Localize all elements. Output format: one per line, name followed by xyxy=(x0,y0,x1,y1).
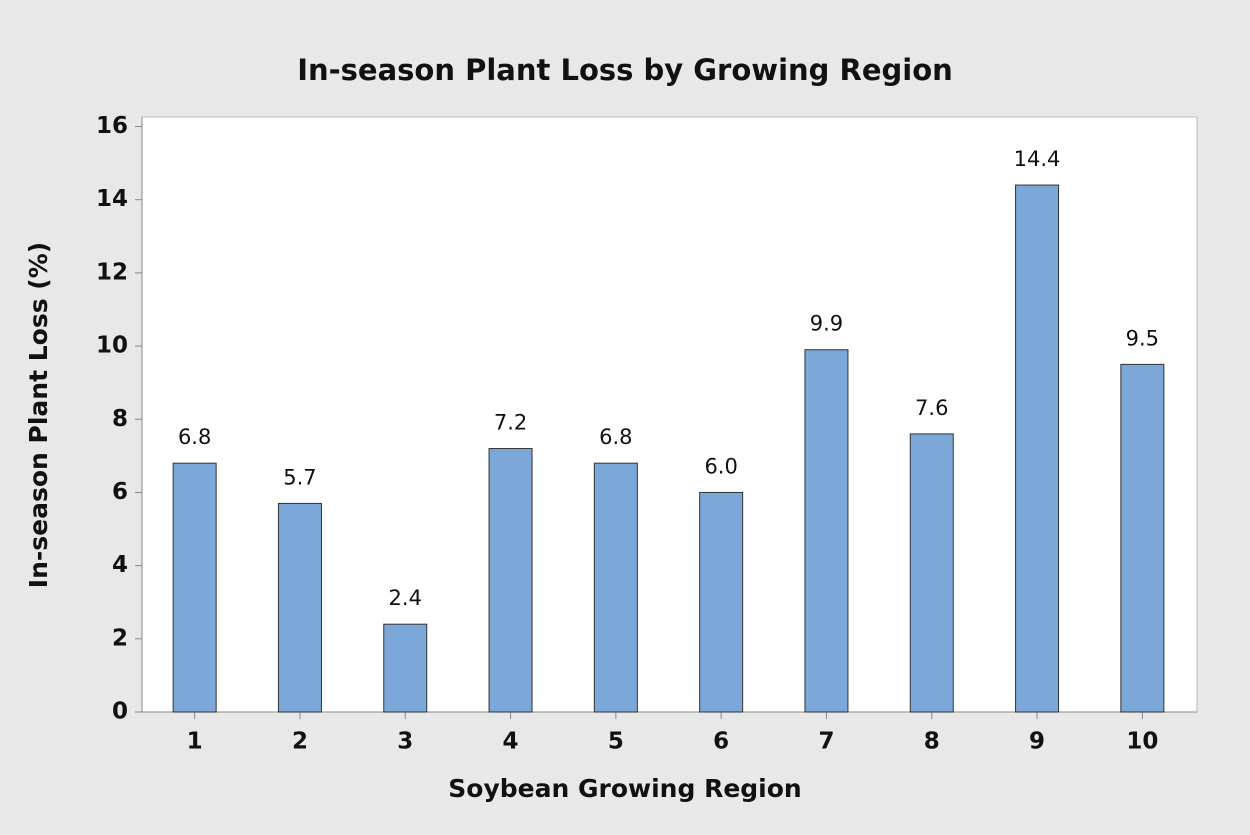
value-label: 9.9 xyxy=(810,312,843,336)
chart-title: In-season Plant Loss by Growing Region xyxy=(297,53,953,87)
y-axis-label: In-season Plant Loss (%) xyxy=(24,242,53,588)
bar xyxy=(804,349,849,713)
x-axis-label: Soybean Growing Region xyxy=(448,774,801,803)
x-tick-label: 1 xyxy=(187,729,203,755)
bar xyxy=(699,491,744,713)
y-tick-label: 14 xyxy=(96,186,128,212)
bar xyxy=(172,462,217,713)
bar xyxy=(277,502,322,713)
x-tick-label: 10 xyxy=(1126,729,1158,755)
y-tick-label: 10 xyxy=(96,333,128,359)
x-tick-label: 8 xyxy=(924,729,940,755)
x-tick-label: 2 xyxy=(292,729,308,755)
y-tick-label: 2 xyxy=(112,625,128,651)
value-label: 2.4 xyxy=(389,586,422,610)
x-tick-label: 9 xyxy=(1029,729,1045,755)
value-label: 5.7 xyxy=(283,465,316,489)
bar xyxy=(1015,184,1060,713)
value-label: 14.4 xyxy=(1014,147,1061,171)
value-label: 6.8 xyxy=(599,425,632,449)
bar xyxy=(909,433,954,713)
x-tick-label: 7 xyxy=(818,729,834,755)
value-label: 7.2 xyxy=(494,411,527,435)
bar xyxy=(488,448,533,713)
value-label: 7.6 xyxy=(915,396,948,420)
value-label: 6.0 xyxy=(704,454,737,478)
y-tick-label: 12 xyxy=(96,259,128,285)
y-tick-label: 6 xyxy=(112,479,128,505)
bar xyxy=(383,623,428,713)
y-tick-label: 0 xyxy=(112,699,128,725)
bar xyxy=(1120,363,1165,713)
x-tick-label: 5 xyxy=(608,729,624,755)
bar xyxy=(593,462,638,713)
value-label: 9.5 xyxy=(1126,326,1159,350)
x-tick-label: 6 xyxy=(713,729,729,755)
y-tick-label: 4 xyxy=(112,552,128,578)
value-label: 6.8 xyxy=(178,425,211,449)
x-tick-label: 3 xyxy=(397,729,413,755)
y-tick-label: 16 xyxy=(96,113,128,139)
x-tick-label: 4 xyxy=(503,729,519,755)
y-tick-label: 8 xyxy=(112,406,128,432)
